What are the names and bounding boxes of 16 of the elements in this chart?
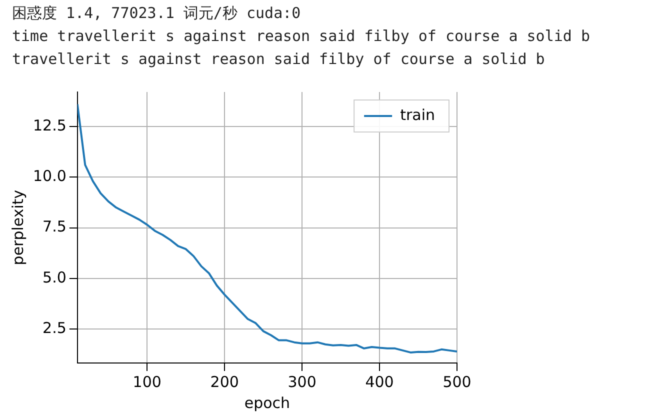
legend-label: train: [400, 106, 436, 124]
y-tick-label: 5.0: [42, 268, 66, 286]
x-tick-label: 200: [210, 372, 239, 391]
text: time travellerit s against reason said filby of course a solid b: [12, 27, 590, 45]
chart-title: 困惑度 1.4, 77023.1 词元/秒 cuda:0: [12, 4, 301, 23]
y-axis-title: perplexity: [8, 190, 27, 266]
x-tick-label: 400: [365, 372, 394, 391]
y-tick-label: 7.5: [42, 218, 66, 236]
x-tick-label: 500: [442, 372, 472, 391]
y-tick-label: 10.0: [32, 167, 66, 186]
x-axis-title: epoch: [244, 394, 290, 412]
y-tick-label: 12.5: [32, 116, 66, 134]
text: travellerit s against reason said filby of course a solid b: [12, 50, 545, 68]
x-tick-label: 300: [288, 372, 316, 391]
y-tick-label: 2.5: [42, 319, 66, 338]
x-tick-label: 100: [132, 372, 162, 391]
